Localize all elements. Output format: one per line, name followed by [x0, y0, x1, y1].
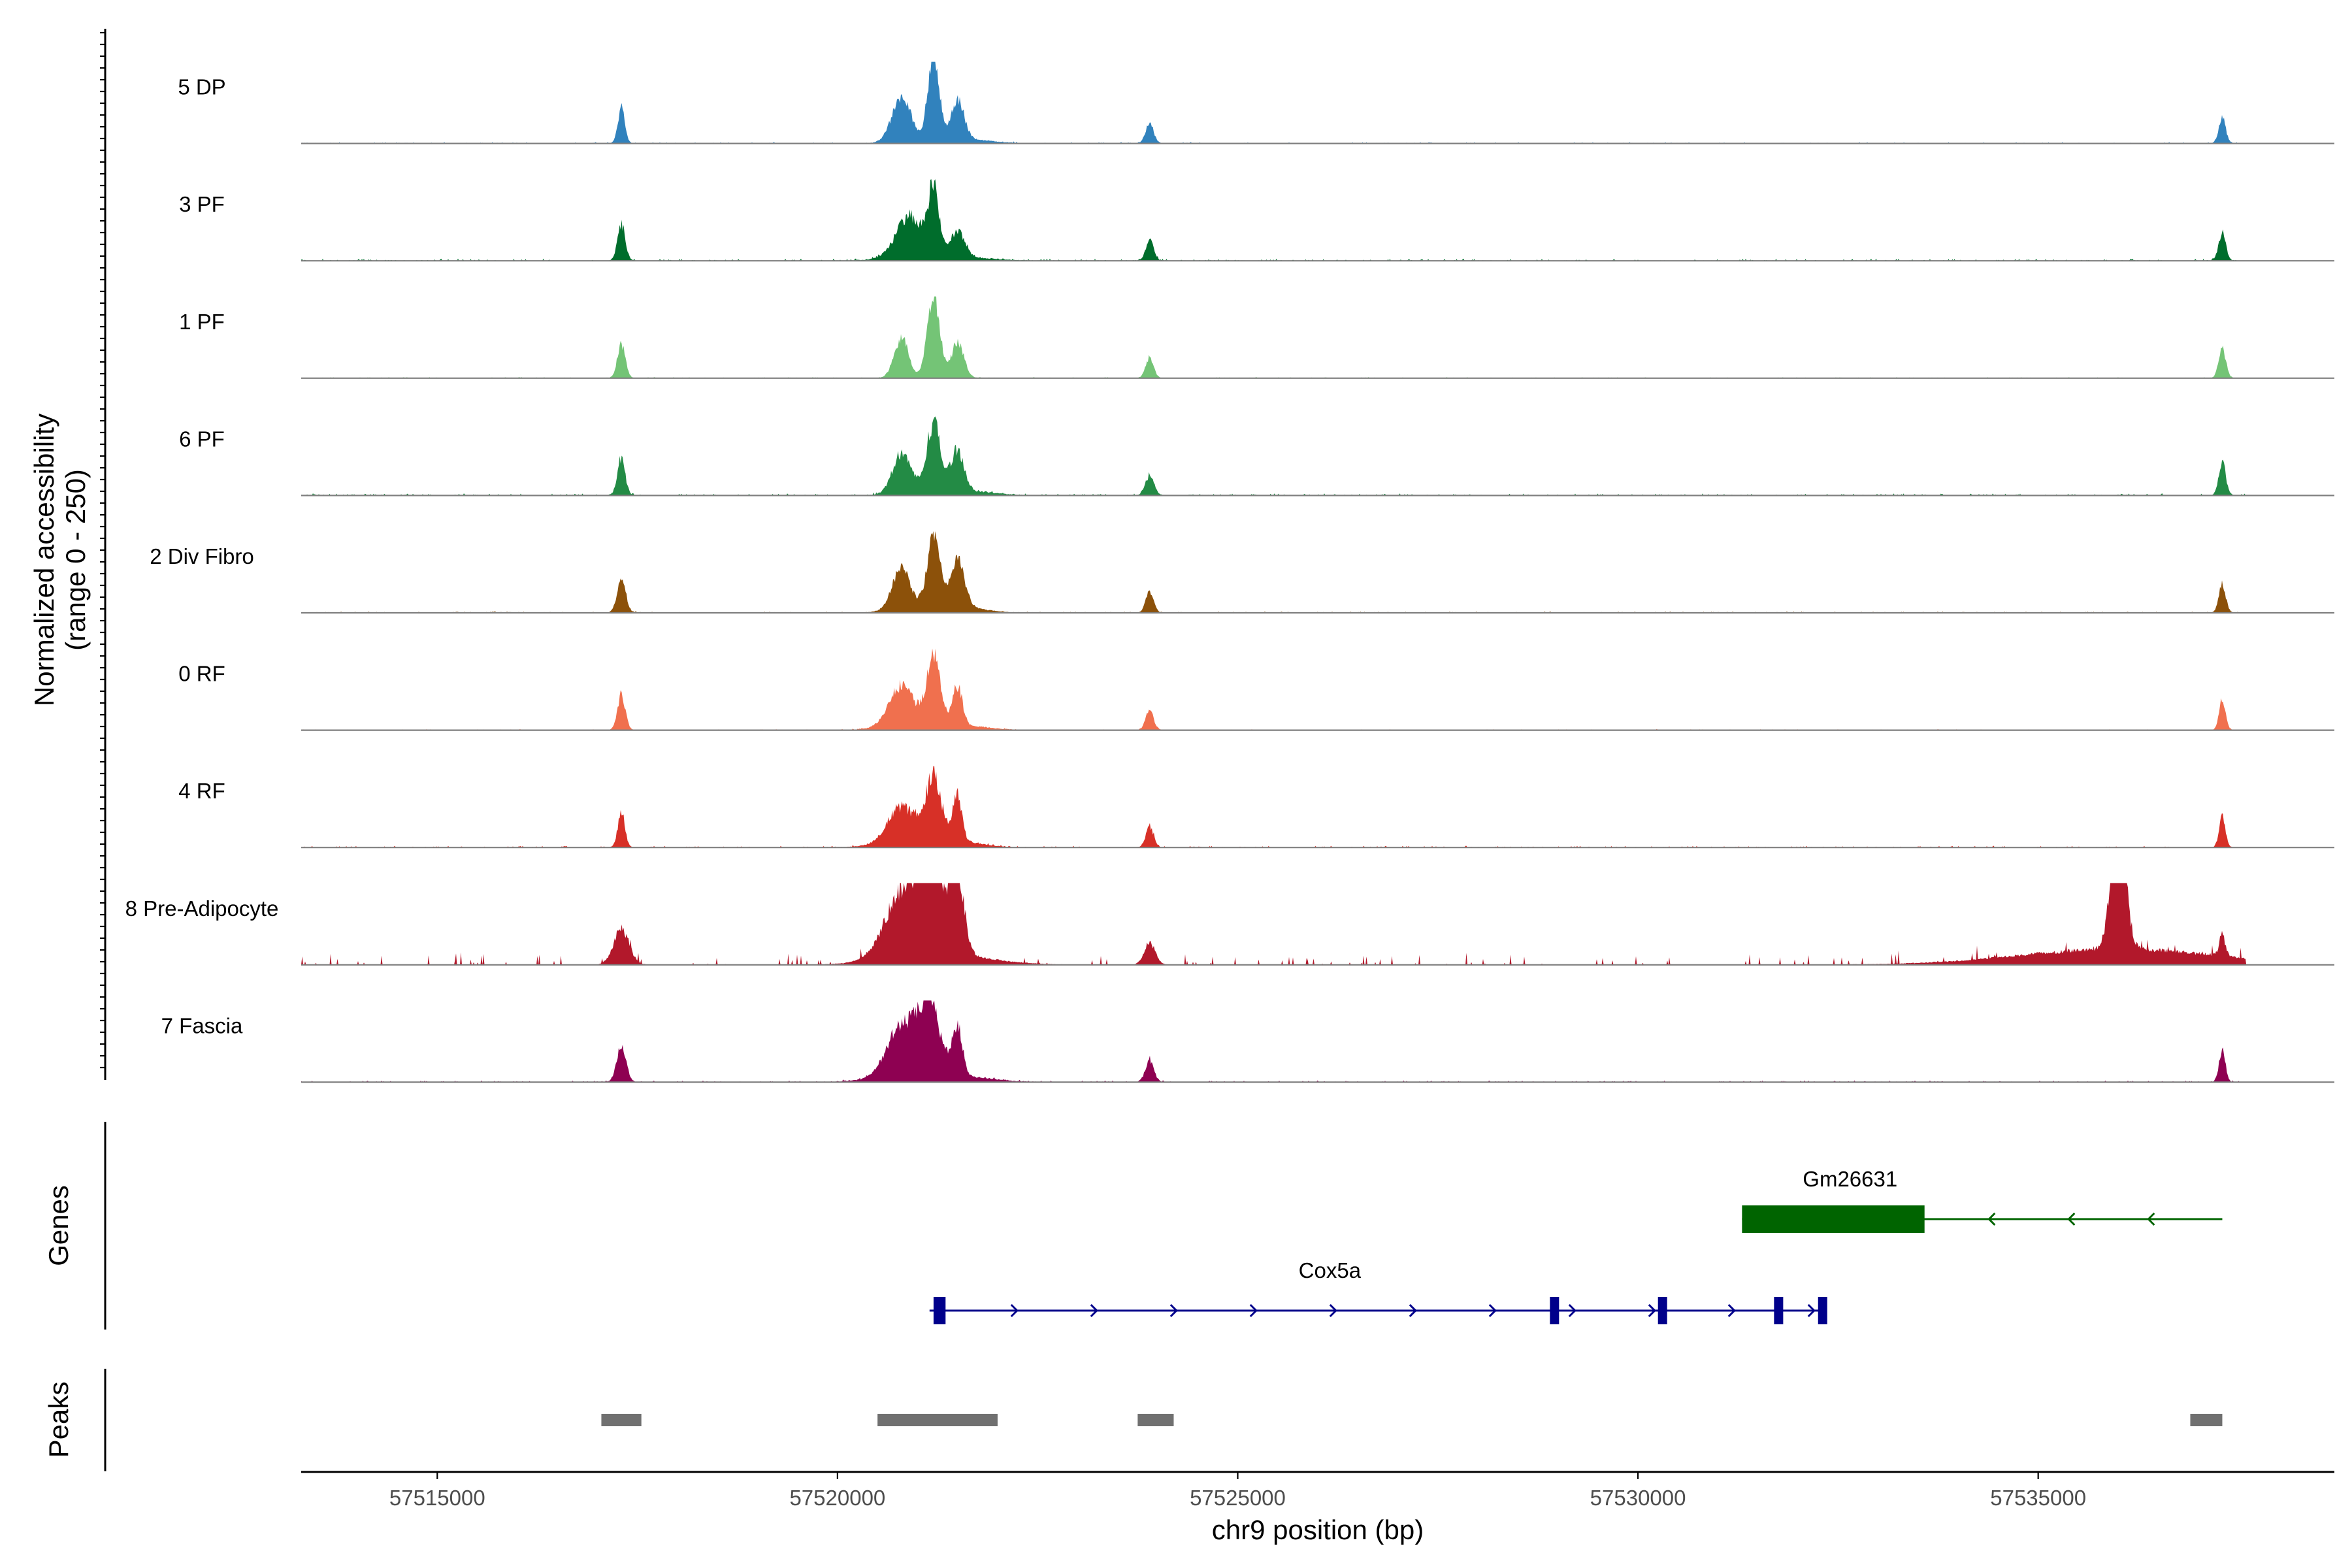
- track-1: 3 PF: [179, 179, 2334, 262]
- track-label: 2 Div Fibro: [150, 544, 254, 568]
- strand-chevron: [1987, 1212, 1996, 1226]
- axes: 57515000 57520000 57525000 57530000 57535000…: [29, 29, 2334, 1545]
- genes-panel: Gm26631 Cox5a: [929, 1167, 2223, 1324]
- strand-chevron: [1727, 1303, 1736, 1318]
- gene-Gm26631: Gm26631: [1742, 1167, 2223, 1233]
- track-label: 7 Fascia: [161, 1013, 243, 1037]
- track-3: 6 PF: [179, 416, 2334, 497]
- strand-chevron: [2147, 1212, 2155, 1226]
- strand-chevron: [1090, 1303, 1098, 1318]
- strand-chevron: [1488, 1303, 1497, 1318]
- strand-chevron: [1010, 1303, 1019, 1318]
- track-label: 8 Pre-Adipocyte: [125, 896, 279, 921]
- x-tick-label: 57515000: [389, 1486, 485, 1510]
- gene-label: Cox5a: [1299, 1258, 1362, 1282]
- x-tick-label: 57530000: [1590, 1486, 1686, 1510]
- strand-chevron: [2067, 1212, 2076, 1226]
- track-7: 8 Pre-Adipocyte: [125, 883, 2334, 966]
- x-tick-label: 57525000: [1190, 1486, 1286, 1510]
- track-8: 7 Fascia: [161, 1000, 2334, 1083]
- coverage-area: [301, 648, 2247, 730]
- peaks-panel: [601, 1414, 2223, 1426]
- peak-region: [601, 1414, 642, 1426]
- gene-exon: [1818, 1297, 1827, 1324]
- track-label: 5 DP: [178, 75, 225, 99]
- x-tick-label: 57520000: [789, 1486, 885, 1510]
- x-axis-title: chr9 position (bp): [1212, 1514, 1424, 1545]
- y-axis-title: Normalized accessibility: [29, 414, 59, 706]
- peak-region: [1137, 1414, 1174, 1426]
- gene-exon: [933, 1297, 946, 1324]
- coverage-area: [301, 766, 2247, 848]
- track-label: 4 RF: [178, 779, 225, 803]
- coverage-area: [301, 1000, 2247, 1083]
- track-4: 2 Div Fibro: [150, 531, 2334, 614]
- track-5: 0 RF: [178, 648, 2334, 731]
- coverage-area: [301, 531, 2247, 613]
- track-0: 5 DP: [178, 61, 2334, 144]
- gene-exon: [1550, 1297, 1560, 1324]
- track-label: 1 PF: [179, 310, 225, 334]
- strand-chevron: [1648, 1303, 1656, 1318]
- peaks-panel-label: Peaks: [43, 1382, 74, 1458]
- gene-exon: [1742, 1205, 1925, 1233]
- coverage-area: [301, 296, 2247, 378]
- x-tick-label: 57535000: [1990, 1486, 2086, 1510]
- track-label: 3 PF: [179, 192, 225, 216]
- coverage-area: [301, 883, 2247, 965]
- strand-chevron: [1169, 1303, 1178, 1318]
- strand-chevron: [1807, 1303, 1816, 1318]
- genes-panel-label: Genes: [43, 1185, 74, 1266]
- gene-exon: [1658, 1297, 1667, 1324]
- x-axis-ticks: 57515000 57520000 57525000 57530000 57535000: [389, 1472, 2086, 1510]
- strand-chevron: [1329, 1303, 1337, 1318]
- strand-chevron: [1409, 1303, 1417, 1318]
- coverage-tracks: 5 DP 3 PF 1 PF 6 PF 2 Div Fibro 0 RF 4 RF 8 Pre…: [125, 61, 2334, 1083]
- track-6: 4 RF: [178, 766, 2334, 849]
- strand-chevron: [1249, 1303, 1258, 1318]
- coverage-area: [301, 416, 2247, 496]
- strand-chevron: [1568, 1303, 1576, 1318]
- gene-label: Gm26631: [1803, 1167, 1897, 1191]
- peak-region: [877, 1414, 998, 1426]
- coverage-area: [301, 179, 2247, 261]
- y-axis-ticks: [100, 31, 105, 1069]
- track-label: 0 RF: [178, 662, 225, 686]
- track-label: 6 PF: [179, 427, 225, 451]
- coverage-area: [301, 61, 2247, 144]
- gene-exon: [1774, 1297, 1784, 1324]
- gene-Cox5a: Cox5a: [929, 1258, 1827, 1324]
- peak-region: [2190, 1414, 2223, 1426]
- track-2: 1 PF: [179, 296, 2334, 379]
- y-axis-range: (range 0 - 250): [60, 469, 91, 651]
